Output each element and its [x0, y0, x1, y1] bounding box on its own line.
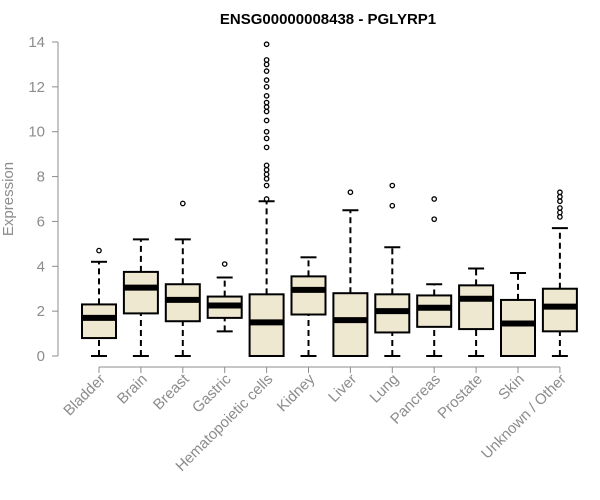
- box-group: [458, 267, 495, 357]
- outlier-point: [431, 216, 438, 223]
- outlier-point: [263, 166, 270, 173]
- box-group: [374, 182, 411, 357]
- box-group: [206, 261, 243, 333]
- outlier-point: [263, 99, 270, 106]
- x-tick-label: Bladder: [60, 371, 109, 420]
- outlier-point: [263, 77, 270, 83]
- outlier-point: [263, 41, 270, 48]
- box-iqr: [81, 303, 117, 340]
- box-iqr: [500, 298, 536, 357]
- outlier-point: [557, 198, 563, 205]
- box-series: [81, 41, 578, 358]
- outlier-point: [96, 247, 102, 254]
- box-iqr: [290, 275, 327, 316]
- x-tick-label: Prostate: [434, 371, 486, 423]
- outlier-point: [263, 57, 270, 63]
- x-tick-label: Lung: [367, 371, 403, 407]
- outlier-point: [263, 128, 270, 135]
- outlier-point: [557, 205, 563, 211]
- box-group: [500, 272, 536, 357]
- box-iqr: [332, 292, 369, 358]
- outlier-point: [263, 84, 270, 90]
- outlier-point: [263, 68, 270, 75]
- box-group: [416, 196, 453, 357]
- box-group: [290, 256, 327, 357]
- y-tick-label: 14: [28, 34, 45, 51]
- outlier-point: [347, 189, 354, 196]
- box-iqr: [416, 294, 453, 328]
- box-group: [248, 41, 285, 358]
- outlier-point: [263, 135, 270, 142]
- y-tick-label: 8: [37, 169, 45, 186]
- y-tick-label: 12: [28, 79, 45, 96]
- y-tick-label: 6: [37, 213, 45, 230]
- outlier-point: [263, 182, 270, 189]
- outlier-point: [557, 189, 563, 196]
- outlier-point: [389, 182, 396, 189]
- y-tick-label: 0: [37, 348, 45, 365]
- chart-title: ENSG00000008438 - PGLYRP1: [220, 11, 436, 28]
- outlier-point: [263, 171, 270, 178]
- y-tick-label: 4: [37, 258, 45, 275]
- outlier-point: [557, 209, 563, 216]
- outlier-point: [263, 61, 270, 68]
- x-tick-label: Brain: [114, 371, 151, 408]
- outlier-point: [389, 202, 396, 209]
- outlier-point: [557, 214, 563, 220]
- y-tick-label: 10: [28, 124, 45, 141]
- outlier-point: [263, 162, 270, 169]
- x-tick-label: Skin: [495, 371, 528, 404]
- outlier-point: [179, 200, 186, 207]
- x-tick-label: Liver: [325, 371, 360, 406]
- outlier-point: [263, 196, 270, 202]
- outlier-point: [263, 104, 270, 110]
- outlier-point: [557, 193, 563, 200]
- box-group: [122, 238, 159, 357]
- box-group: [81, 247, 117, 357]
- x-tick-label: Kidney: [274, 370, 319, 415]
- outlier-point: [263, 108, 270, 115]
- outlier-point: [263, 144, 270, 151]
- box-group: [541, 189, 578, 357]
- outlier-point: [263, 92, 270, 99]
- outlier-point: [263, 175, 270, 182]
- outlier-point: [431, 196, 438, 202]
- box-iqr: [541, 287, 578, 333]
- box-iqr: [458, 284, 495, 331]
- y-tick-label: 2: [37, 303, 45, 320]
- y-axis-label: Expression: [0, 162, 17, 236]
- x-tick-label: Breast: [150, 370, 193, 413]
- outlier-point: [263, 117, 270, 124]
- box-group: [164, 200, 201, 357]
- outlier-point: [221, 261, 228, 267]
- box-iqr: [122, 270, 159, 315]
- y-axis: 0 2 4 6 8 10 12 14: [28, 34, 59, 365]
- box-group: [332, 189, 369, 358]
